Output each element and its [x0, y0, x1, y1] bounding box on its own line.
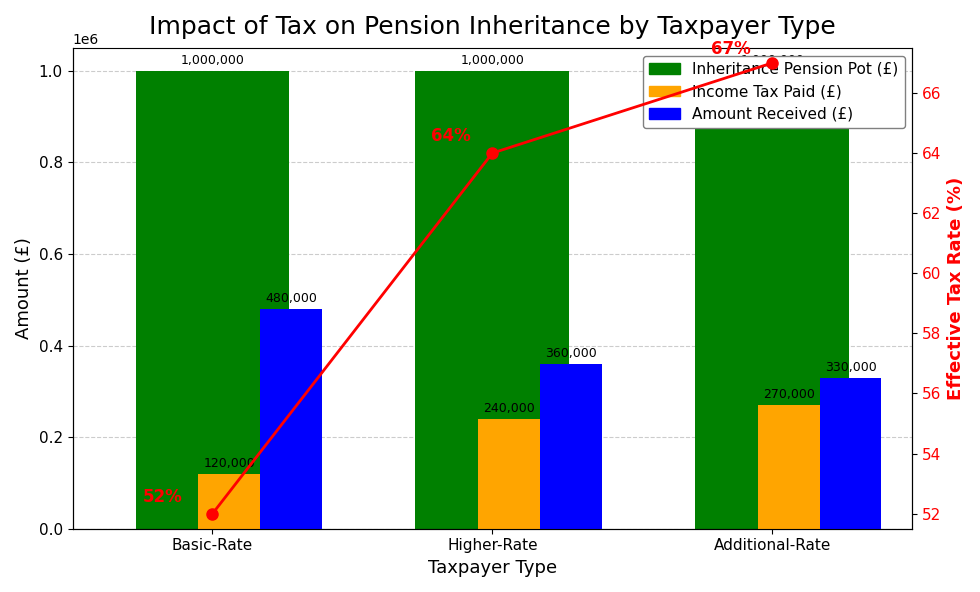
Title: Impact of Tax on Pension Inheritance by Taxpayer Type: Impact of Tax on Pension Inheritance by … — [149, 15, 836, 39]
Legend: Inheritance Pension Pot (£), Income Tax Paid (£), Amount Received (£): Inheritance Pension Pot (£), Income Tax … — [643, 56, 905, 128]
Text: 480,000: 480,000 — [265, 292, 317, 305]
Bar — [199, 474, 260, 529]
X-axis label: Taxpayer Type: Taxpayer Type — [428, 559, 557, 577]
Bar — [260, 309, 321, 529]
Bar — [820, 378, 881, 529]
Text: 1,000,000: 1,000,000 — [180, 54, 244, 67]
Text: 270,000: 270,000 — [763, 388, 815, 401]
Bar — [135, 71, 289, 529]
Text: 64%: 64% — [431, 127, 470, 145]
Bar — [759, 405, 820, 529]
Bar — [540, 364, 602, 529]
Y-axis label: Effective Tax Rate (%): Effective Tax Rate (%) — [947, 176, 965, 400]
Text: 67%: 67% — [710, 40, 751, 58]
Text: 330,000: 330,000 — [825, 361, 876, 374]
Text: 52%: 52% — [142, 488, 182, 506]
Text: 1,000,000: 1,000,000 — [740, 54, 805, 67]
Text: 120,000: 120,000 — [204, 457, 255, 470]
Bar — [416, 71, 569, 529]
Bar — [695, 71, 850, 529]
Text: 240,000: 240,000 — [483, 402, 535, 415]
Text: 1,000,000: 1,000,000 — [461, 54, 524, 67]
Y-axis label: Amount (£): Amount (£) — [15, 237, 33, 339]
Bar — [478, 419, 540, 529]
Text: 360,000: 360,000 — [545, 347, 597, 360]
